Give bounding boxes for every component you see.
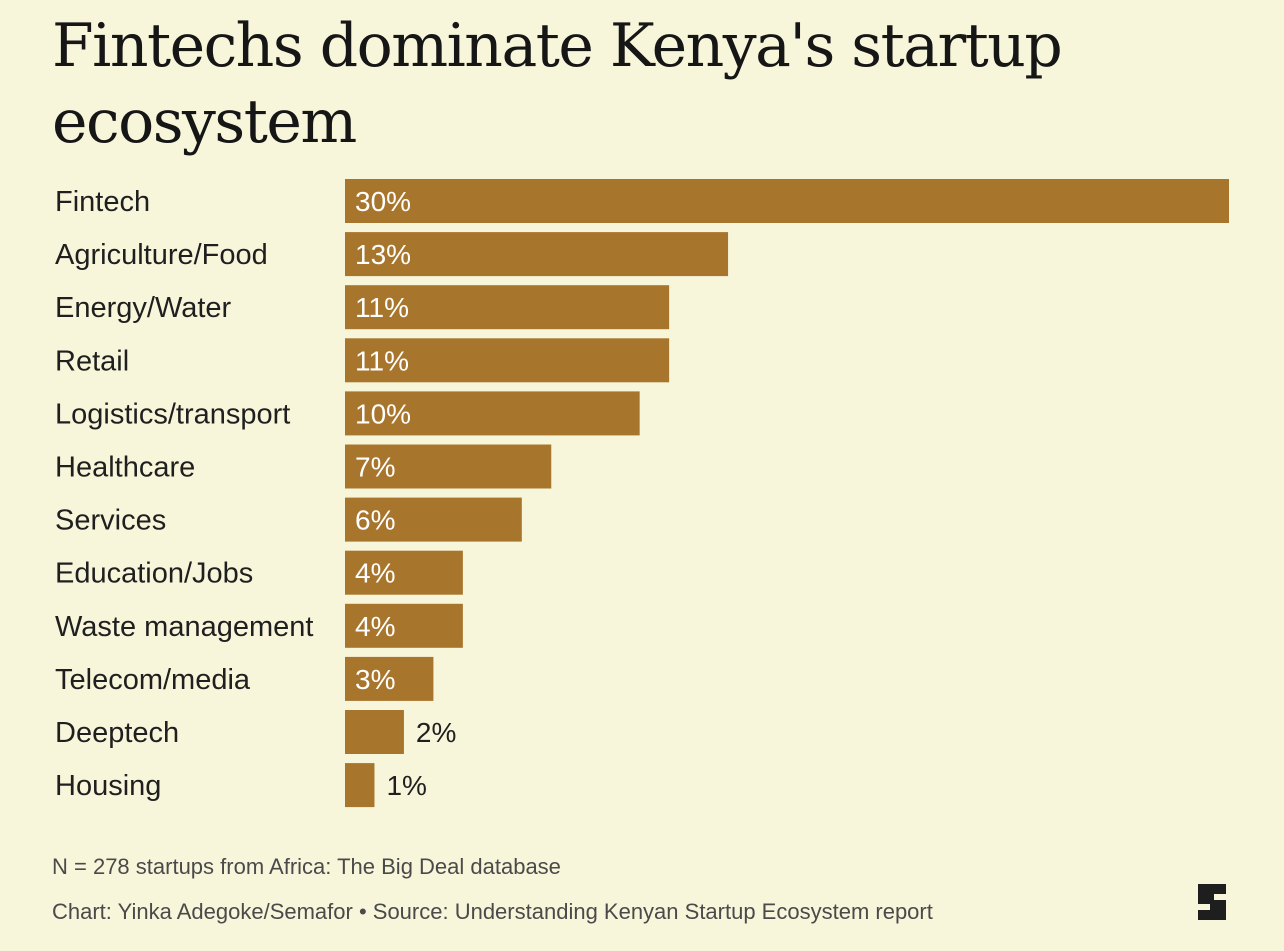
- semafor-logo: [1198, 884, 1226, 920]
- value-label-agriculture-food: 13%: [355, 239, 411, 270]
- bar-waste-management: [345, 603, 463, 648]
- category-label-healthcare: Healthcare: [55, 452, 195, 484]
- value-label-services: 6%: [355, 505, 395, 536]
- bar-education-jobs: [345, 550, 463, 595]
- category-label-logistics-transport: Logistics/transport: [55, 398, 290, 430]
- bar-energy-water: [345, 285, 670, 330]
- bar-retail: [345, 338, 670, 383]
- bar-healthcare: [345, 444, 552, 489]
- value-label-waste-management: 4%: [355, 611, 395, 642]
- value-label-deeptech: 2%: [416, 717, 456, 748]
- chart-credit: Chart: Yinka Adegoke/Semafor • Source: U…: [52, 899, 933, 924]
- bar-fintech: [345, 179, 1229, 223]
- category-label-education-jobs: Education/Jobs: [55, 558, 253, 590]
- bar-services: [345, 497, 522, 542]
- category-label-agriculture-food: Agriculture/Food: [55, 239, 268, 271]
- category-label-waste-management: Waste management: [55, 611, 313, 643]
- category-label-energy-water: Energy/Water: [55, 292, 232, 324]
- category-label-deeptech: Deeptech: [55, 717, 179, 749]
- category-label-telecom-media: Telecom/media: [55, 664, 251, 696]
- value-label-healthcare: 7%: [355, 452, 395, 483]
- value-label-education-jobs: 4%: [355, 558, 395, 589]
- category-label-services: Services: [55, 505, 166, 537]
- value-label-fintech: 30%: [355, 186, 411, 217]
- category-label-housing: Housing: [55, 770, 161, 802]
- bar-telecom-media: [345, 656, 434, 701]
- chart-title: Fintechs dominate Kenya's startup ecosys…: [52, 11, 1063, 157]
- value-label-logistics-transport: 10%: [355, 398, 411, 429]
- sample-size-note: N = 278 startups from Africa: The Big De…: [52, 854, 561, 879]
- bar-housing: [345, 763, 375, 808]
- bar-chart: Fintech 30% Agriculture/Food 13% Energy/Wate…: [55, 179, 1229, 808]
- value-label-retail: 11%: [355, 345, 409, 376]
- category-label-retail: Retail: [55, 345, 129, 377]
- category-label-fintech: Fintech: [55, 186, 150, 218]
- bar-agriculture-food: [345, 232, 729, 277]
- value-label-housing: 1%: [386, 770, 426, 801]
- value-label-telecom-media: 3%: [355, 664, 395, 695]
- bar-logistics-transport: [345, 391, 640, 436]
- value-label-energy-water: 11%: [355, 292, 409, 323]
- bar-deeptech: [345, 710, 404, 754]
